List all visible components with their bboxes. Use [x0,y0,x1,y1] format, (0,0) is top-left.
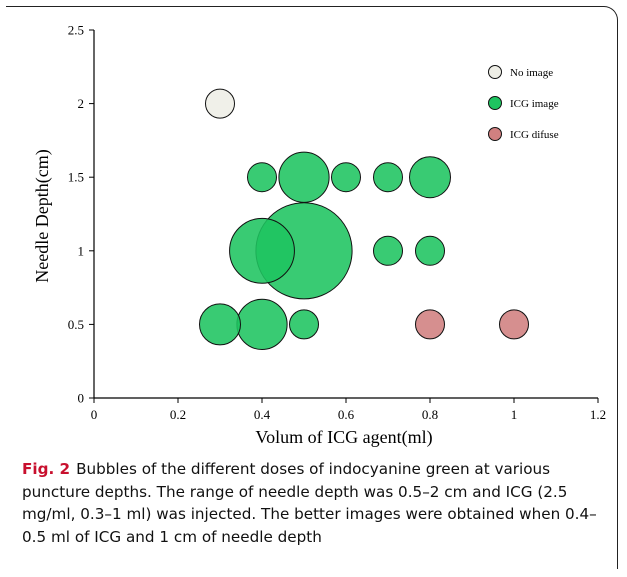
x-tick-label: 1 [511,407,518,422]
legend-label: ICG difuse [510,129,559,141]
y-tick-label: 1 [78,243,85,258]
bubble-icg-difuse [415,309,445,340]
x-tick-label: 0.8 [422,407,438,422]
legend-label: No image [510,67,553,79]
bubble-icg-image [373,162,403,193]
legend-marker [488,127,502,141]
legend-label: ICG image [510,98,559,110]
y-tick-label: 1.5 [68,170,84,185]
bubble-icg-difuse [499,309,529,340]
bubble-icg-image [415,235,445,266]
bubble-icg-image [236,298,288,351]
y-tick-label: 2 [78,96,85,111]
x-tick-label: 0.4 [254,407,271,422]
bubble-icg-image [198,303,242,346]
bubble-icg-image [408,156,452,199]
y-tick-label: 0.5 [68,317,84,332]
legend-marker [488,65,502,79]
y-axis-title: Needle Depth(cm) [32,149,53,282]
x-tick-label: 1.2 [590,407,606,422]
bubble-no-image [205,88,235,119]
y-tick-label: 0 [78,391,85,406]
bubble-icg-image [229,217,295,284]
bubble-icg-image [247,162,277,193]
bubble-icg-image [373,235,403,266]
bubble-chart: 0 0.2 0.4 0.6 0.8 1 1.2 0 0.5 1 1.5 2 2.5 No image IC… [32,23,606,449]
bubble-icg-image [331,162,361,193]
x-tick-label: 0.6 [338,407,355,422]
legend-marker [488,96,502,110]
caption-text: Bubbles of the different doses of indocy… [22,460,597,546]
figure-label: Fig. 2 [22,460,71,478]
figure-caption: Fig. 2 Bubbles of the different doses of … [22,458,612,548]
y-tick-label: 2.5 [68,23,84,38]
x-tick-label: 0 [91,407,98,422]
x-tick-label: 0.2 [170,407,186,422]
figure-frame [6,6,618,569]
bubble-icg-image [289,309,319,340]
legend: No image ICG image ICG difuse [488,65,559,141]
axes: 0 0.2 0.4 0.6 0.8 1 1.2 0 0.5 1 1.5 2 2.5 [68,23,606,423]
x-axis-title: Volum of ICG agent(ml) [255,427,432,448]
bubble-icg-image [278,151,330,203]
bubbles [198,88,529,351]
